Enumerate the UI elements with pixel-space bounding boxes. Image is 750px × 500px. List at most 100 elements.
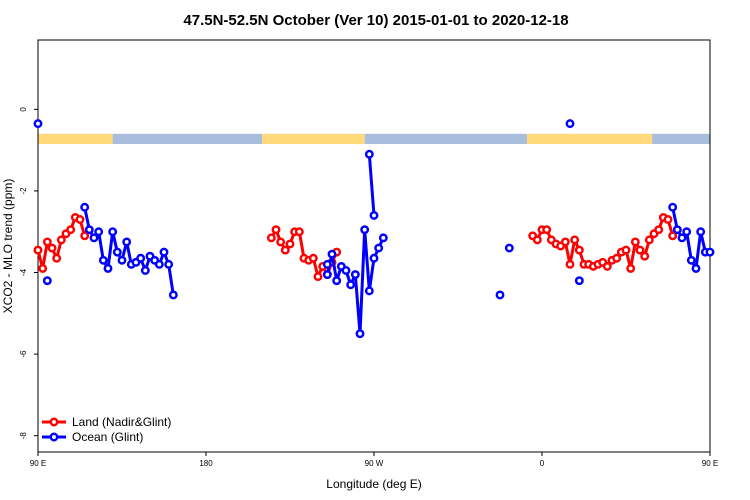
data-point [364,149,374,159]
data-point [346,280,356,290]
data-point [705,247,715,257]
x-tick-label: 0 [540,459,545,468]
data-point [271,225,281,235]
data-point [570,235,580,245]
series [33,119,715,339]
x-ticks: 90 E 180 90 W 0 90 E [30,452,718,468]
data-point [42,276,52,286]
y-ticks: 0 -2 -4 -6 -8 [19,107,38,440]
data-point [154,259,164,269]
data-point [89,233,99,243]
data-point [626,263,636,273]
data-point [355,329,365,339]
y-tick-label: -2 [19,187,28,195]
x-axis-label: Longitude (deg E) [326,477,421,491]
data-point [285,239,295,249]
x-tick-label: 90 E [702,459,718,468]
data-point [47,243,57,253]
legend-label: Land (Nadir&Glint) [72,415,171,429]
data-point [108,227,118,237]
data-point [677,233,687,243]
data-point [495,290,505,300]
data-point [313,272,323,282]
data-point [80,231,90,241]
data-point [84,225,94,235]
legend-marker [49,432,59,442]
data-point [103,263,113,273]
data-point [682,227,692,237]
x-tick-label: 90 W [365,459,384,468]
data-point [565,119,575,129]
data-point [360,225,370,235]
data-point [80,202,90,212]
band-segment-ocean [112,133,263,145]
data-point [621,245,631,255]
data-point [42,237,52,247]
y-tick-label: -8 [19,432,28,440]
data-point [672,225,682,235]
y-tick-label: 0 [19,107,28,112]
series-line [270,228,339,279]
data-point [364,286,374,296]
y-axis-label: XCO2 - MLO trend (ppm) [1,179,15,314]
data-point [602,261,612,271]
data-point [635,245,645,255]
chart-title: 47.5N-52.5N October (Ver 10) 2015-01-01 … [183,12,568,29]
data-point [350,270,360,280]
data-point [378,233,388,243]
data-point [654,225,664,235]
band-segment-ocean [364,133,528,145]
data-point [112,247,122,257]
data-point [308,253,318,263]
data-point [668,231,678,241]
series-ocean [33,119,715,339]
data-point [532,235,542,245]
data-point [374,243,384,253]
data-point [644,235,654,245]
data-point [38,263,48,273]
data-point [369,253,379,263]
plot-frame [37,39,711,453]
x-tick-label: 180 [199,459,213,468]
data-point [66,225,76,235]
data-point [691,263,701,273]
legend: Land (Nadir&Glint)Ocean (Glint) [42,415,171,444]
data-point [686,255,696,265]
data-point [560,237,570,247]
axes [37,39,711,453]
data-point [75,215,85,224]
land-ocean-band [38,133,710,145]
data-point [542,225,552,235]
data-point [630,237,640,247]
data-point [565,259,575,269]
legend-label: Ocean (Glint) [72,430,143,444]
data-point [574,245,584,255]
data-point [98,255,108,265]
data-point [94,227,104,237]
data-point [276,237,286,247]
band-segment-land [527,133,653,145]
band-segment-land [38,133,113,145]
data-point [341,266,351,275]
x-tick-label: 90 E [30,459,46,468]
data-point [122,237,132,247]
series-land [33,212,678,282]
data-point [612,253,622,263]
data-point [117,255,127,265]
data-point [327,249,337,259]
data-point [136,253,146,263]
data-point [168,290,178,300]
data-point [668,202,678,212]
data-point [322,259,332,269]
data-point [322,270,332,280]
legend-marker [49,417,59,427]
data-point [159,247,169,257]
data-point [140,266,150,275]
data-point [640,251,650,261]
data-point [574,276,584,286]
data-point [294,227,304,237]
y-tick-label: -6 [19,350,28,358]
data-point [33,245,43,255]
data-point [56,235,66,245]
